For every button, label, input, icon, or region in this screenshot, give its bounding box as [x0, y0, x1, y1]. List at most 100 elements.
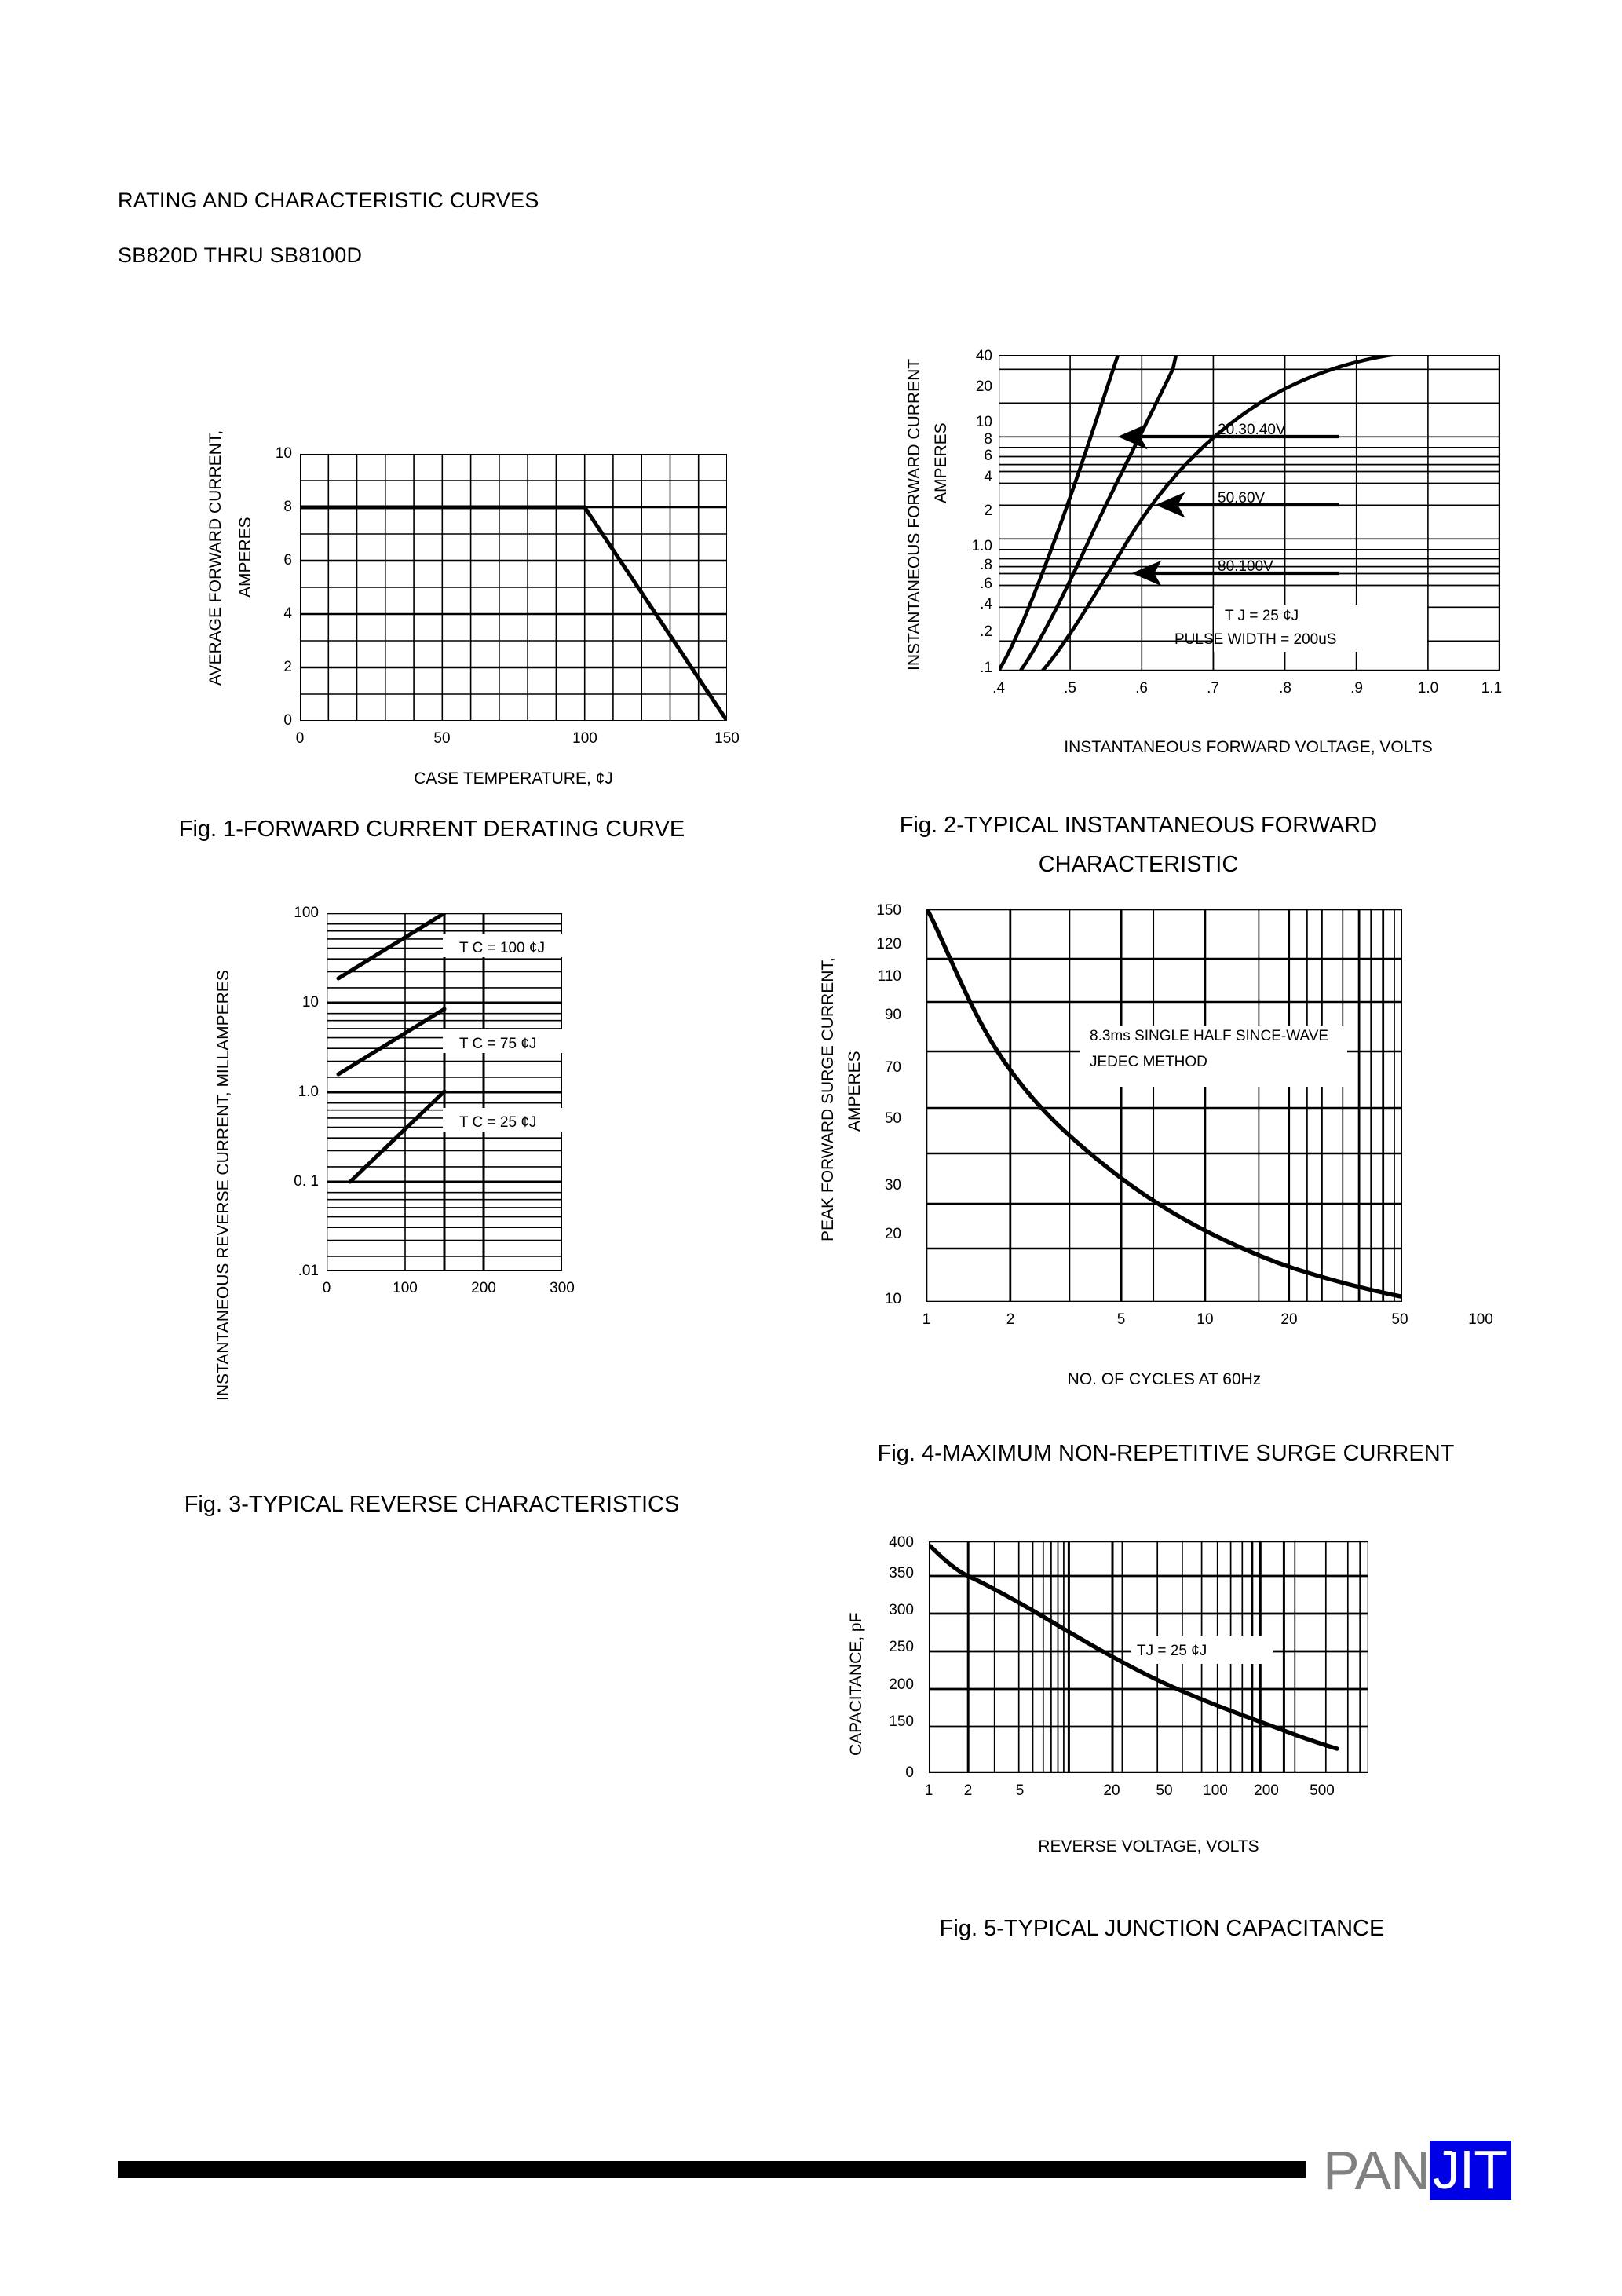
fig2-plot — [999, 355, 1500, 671]
fig1-ytick-0: 0 — [283, 712, 292, 729]
fig4-ytick-120: 120 — [876, 936, 901, 952]
panjit-logo: PAN JIT — [1323, 2137, 1511, 2203]
fig2-ytick-6: 6 — [984, 448, 992, 464]
fig1-ytick-6: 6 — [283, 552, 292, 569]
fig5-xtick-2: 2 — [963, 1782, 973, 1799]
footer-rule — [118, 2161, 1306, 2178]
fig2-annotation-1: 20.30.40V — [1218, 422, 1286, 438]
fig3-ytick-100: 100 — [294, 905, 319, 921]
fig2-ytick-p6: .6 — [980, 576, 992, 592]
fig2-annotation-3: 80.100V — [1218, 558, 1273, 575]
fig4-xtick-5: 5 — [1116, 1311, 1126, 1328]
fig5-y-axis-label: CAPACITANCE, pF — [847, 1612, 865, 1757]
fig5-plot — [929, 1541, 1368, 1773]
fig4-ytick-110: 110 — [877, 968, 901, 985]
fig4-plot — [926, 909, 1402, 1302]
fig4-y-axis-label: PEAK FORWARD SURGE CURRENT, — [819, 957, 837, 1241]
fig4-ytick-150: 150 — [876, 902, 901, 919]
fig5-ytick-150: 150 — [889, 1713, 914, 1730]
fig2-condition-tj: T J = 25 ¢J — [1225, 608, 1299, 624]
fig5-xtick-20: 20 — [1103, 1782, 1120, 1799]
fig4-xtick-2: 2 — [1006, 1311, 1015, 1328]
fig5-ytick-400: 400 — [889, 1534, 914, 1551]
fig2-ytick-p4: .4 — [980, 596, 992, 612]
page-title: RATING AND CHARACTERISTIC CURVES — [118, 188, 539, 212]
fig4-ytick-70: 70 — [884, 1059, 901, 1076]
logo-badge: JIT — [1429, 2141, 1511, 2200]
fig2-ytick-p2: .2 — [980, 623, 992, 640]
fig2-xtick-4: .7 — [1207, 680, 1219, 696]
fig1-xtick-50: 50 — [433, 730, 451, 747]
fig2-ytick-20: 20 — [975, 378, 992, 395]
fig2-condition-pulse: PULSE WIDTH = 200uS — [1174, 631, 1337, 648]
fig2-xtick-8: 1.1 — [1481, 680, 1503, 696]
fig5-ytick-300: 300 — [889, 1602, 914, 1618]
umlaut-icon — [1434, 2142, 1462, 2152]
logo-text-pan: PAN — [1323, 2140, 1430, 2201]
fig4-xtick-50: 50 — [1391, 1311, 1408, 1328]
fig3-plot — [327, 913, 562, 1271]
fig5-xtick-500: 500 — [1310, 1782, 1335, 1799]
fig3-curve-label-75c: T C = 75 ¢J — [459, 1036, 537, 1052]
fig2-ytick-p8: .8 — [980, 557, 992, 573]
fig4-ytick-10: 10 — [884, 1291, 901, 1307]
fig5-ytick-350: 350 — [889, 1565, 914, 1581]
fig4-xtick-10: 10 — [1196, 1311, 1214, 1328]
fig1-xtick-100: 100 — [572, 730, 597, 747]
fig5-xtick-1: 1 — [924, 1782, 933, 1799]
fig5-x-axis-label: REVERSE VOLTAGE, VOLTS — [1038, 1837, 1259, 1855]
part-number-range: SB820D THRU SB8100D — [118, 243, 363, 267]
fig2-x-axis-label: INSTANTANEOUS FORWARD VOLTAGE, VOLTS — [1064, 738, 1433, 756]
fig5-condition-tj: TJ = 25 ¢J — [1137, 1643, 1207, 1659]
fig4-xtick-1: 1 — [922, 1311, 931, 1328]
fig1-x-axis-label: CASE TEMPERATURE, ¢J — [414, 770, 613, 788]
fig1-plot — [300, 454, 727, 721]
fig5-ytick-200: 200 — [889, 1676, 914, 1693]
fig1-ytick-4: 4 — [283, 605, 292, 622]
fig3-xtick-100: 100 — [393, 1280, 418, 1296]
fig2-xtick-2: .5 — [1064, 680, 1076, 696]
fig5-xtick-100: 100 — [1203, 1782, 1228, 1799]
fig1-ytick-2: 2 — [283, 659, 292, 675]
fig2-ytick-1: 1.0 — [971, 538, 992, 554]
fig4-xtick-100: 100 — [1468, 1311, 1493, 1328]
fig3-xtick-200: 200 — [471, 1280, 496, 1296]
fig2-ytick-p1: .1 — [980, 660, 992, 676]
fig3-curve-label-25c: T C = 25 ¢J — [459, 1114, 537, 1131]
fig4-xtick-20: 20 — [1280, 1311, 1298, 1328]
fig3-caption: Fig. 3-TYPICAL REVERSE CHARACTERISTICS — [184, 1492, 680, 1517]
fig3-ytick-p01: .01 — [298, 1263, 319, 1279]
fig1-y-axis-label: AVERAGE FORWARD CURRENT, — [206, 430, 225, 686]
fig5-xtick-200: 200 — [1254, 1782, 1279, 1799]
fig2-annotation-2: 50.60V — [1218, 490, 1266, 506]
fig2-ytick-10: 10 — [975, 414, 992, 430]
fig4-ytick-20: 20 — [884, 1226, 901, 1242]
fig2-caption-line2: CHARACTERISTIC — [1038, 852, 1239, 877]
fig2-xtick-1: .4 — [992, 680, 1005, 696]
fig5-ytick-0: 0 — [905, 1764, 914, 1781]
fig1-y-axis-label-2: AMPERES — [236, 517, 254, 598]
fig1-ytick-8: 8 — [283, 499, 292, 515]
fig3-ytick-1: 1.0 — [298, 1084, 319, 1100]
fig4-x-axis-label: NO. OF CYCLES AT 60Hz — [1067, 1370, 1262, 1388]
fig2-xtick-7: 1.0 — [1417, 680, 1439, 696]
fig2-xtick-5: .8 — [1279, 680, 1291, 696]
fig3-xtick-0: 0 — [322, 1280, 331, 1296]
fig4-condition-line1: 8.3ms SINGLE HALF SINCE-WAVE — [1090, 1028, 1329, 1044]
fig2-y-axis-label-2: AMPERES — [932, 422, 950, 504]
fig3-y-axis-label: INSTANTANEOUS REVERSE CURRENT, MILLAMPER… — [214, 970, 232, 1402]
fig4-ytick-30: 30 — [884, 1177, 901, 1194]
fig2-xtick-6: .9 — [1350, 680, 1363, 696]
fig5-xtick-50: 50 — [1156, 1782, 1173, 1799]
fig5-caption: Fig. 5-TYPICAL JUNCTION CAPACITANCE — [939, 1916, 1385, 1941]
fig2-caption-line1: Fig. 2-TYPICAL INSTANTANEOUS FORWARD — [899, 813, 1378, 838]
fig2-y-axis-label: INSTANTANEOUS FORWARD CURRENT — [905, 358, 923, 671]
fig1-xtick-150: 150 — [714, 730, 740, 747]
fig4-y-axis-label-2: AMPERES — [846, 1051, 864, 1132]
fig3-ytick-10: 10 — [301, 994, 319, 1011]
fig2-ytick-4: 4 — [984, 469, 992, 485]
fig1-caption: Fig. 1-FORWARD CURRENT DERATING CURVE — [178, 817, 685, 842]
fig1-ytick-10: 10 — [275, 445, 292, 462]
fig1-xtick-0: 0 — [295, 730, 305, 747]
